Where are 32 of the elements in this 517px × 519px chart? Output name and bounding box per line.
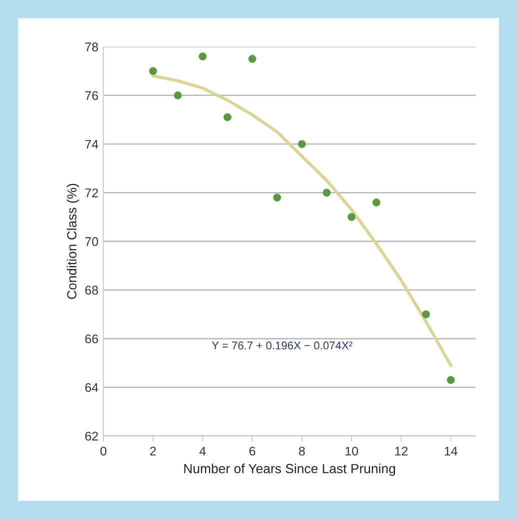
x-tick-label: 4 xyxy=(199,446,206,456)
point xyxy=(174,91,182,100)
x-axis-title: Number of Years Since Last Pruning xyxy=(184,464,396,476)
point xyxy=(372,198,380,206)
y-axis-title: Condition Class (%) xyxy=(66,184,80,299)
y-tick-label: 62 xyxy=(85,432,98,441)
x-tick-label: 0 xyxy=(100,446,106,456)
y-tick-label: 66 xyxy=(85,334,98,344)
x-tick-label: 2 xyxy=(150,446,156,456)
y-tick-label: 76 xyxy=(85,91,98,100)
y-tick-label: 70 xyxy=(85,237,98,246)
y-tick-label: 68 xyxy=(85,286,98,295)
y-tick-label: 78 xyxy=(85,42,98,52)
point xyxy=(322,188,331,197)
annotation: Y = 76.7 + 0.196X − 0.074X² xyxy=(212,342,352,350)
x-tick-label: 14 xyxy=(444,446,458,456)
point xyxy=(248,54,256,63)
point xyxy=(224,113,232,122)
x-tick-label: 12 xyxy=(395,446,408,456)
point xyxy=(422,310,430,318)
point xyxy=(149,67,157,75)
x-tick-label: 8 xyxy=(298,446,305,456)
y-tick-label: 72 xyxy=(85,188,98,198)
point xyxy=(273,194,282,202)
y-tick-label: 64 xyxy=(85,383,98,392)
x-tick-label: 6 xyxy=(249,446,256,456)
point xyxy=(446,376,455,384)
point xyxy=(348,213,356,221)
point xyxy=(298,140,306,148)
x-tick-label: 10 xyxy=(346,446,358,456)
y-tick-label: 74 xyxy=(85,140,98,149)
point xyxy=(198,52,207,60)
